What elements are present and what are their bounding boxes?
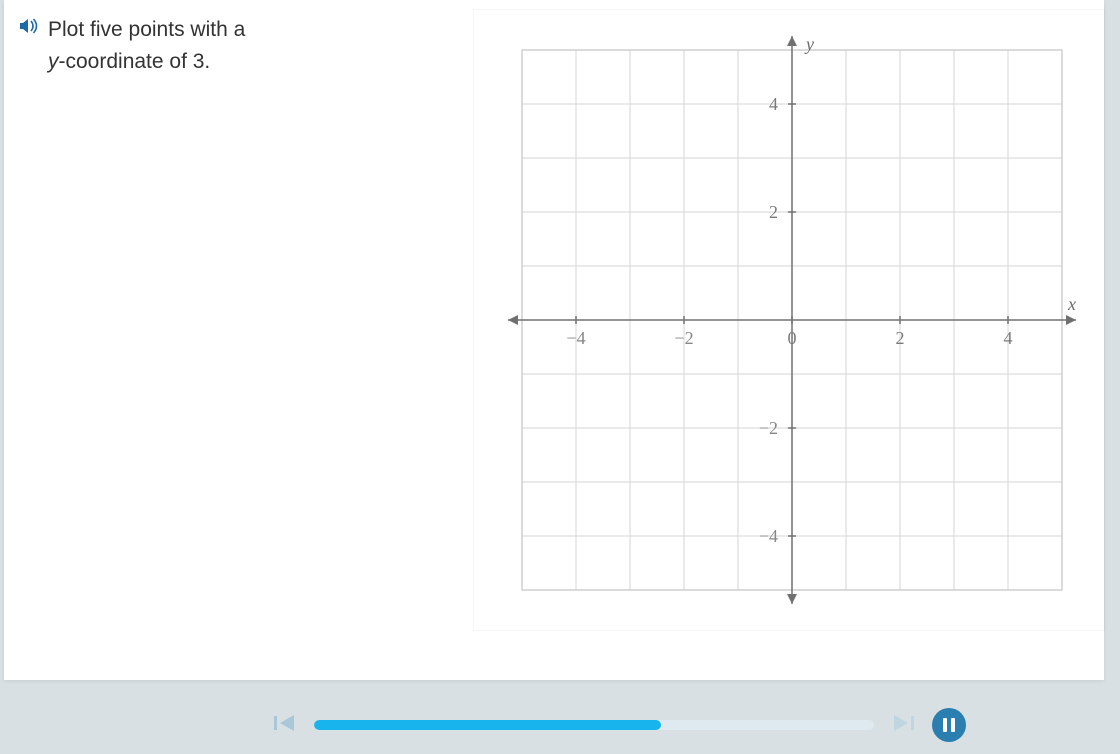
instruction-text: Plot five points with a y-coordinate of … [48,14,245,77]
x-tick-label: −4 [566,328,585,348]
y-tick-label: −4 [759,526,778,546]
x-tick-label: 4 [1004,328,1013,348]
coordinate-plane[interactable]: −4 −2 0 2 4 4 2 −2 −4 y x [474,10,1104,630]
coordinate-plane-svg[interactable]: −4 −2 0 2 4 4 2 −2 −4 y x [474,10,1104,630]
instruction-y-var: y [48,50,59,73]
player-bar [0,696,1120,754]
y-tick-label: −2 [759,418,778,438]
x-tick-label: −2 [674,328,693,348]
progress-bar[interactable] [314,720,874,730]
sound-icon[interactable] [20,18,38,39]
x-tick-label: 2 [896,328,905,348]
pause-icon [943,718,955,732]
x-axis-label: x [1067,294,1076,314]
instruction-line1: Plot five points with a [48,18,245,41]
y-tick-label: 2 [769,202,778,222]
y-axis-label: y [804,34,814,54]
x-tick-label: 0 [788,328,797,348]
instruction: Plot five points with a y-coordinate of … [20,14,245,77]
progress-fill [314,720,661,730]
content-area: Plot five points with a y-coordinate of … [4,0,1104,680]
y-tick-label: 4 [769,94,778,114]
prev-button[interactable] [274,714,296,737]
pause-button[interactable] [932,708,966,742]
next-button[interactable] [892,714,914,737]
instruction-line2-rest: -coordinate of 3. [59,50,211,73]
